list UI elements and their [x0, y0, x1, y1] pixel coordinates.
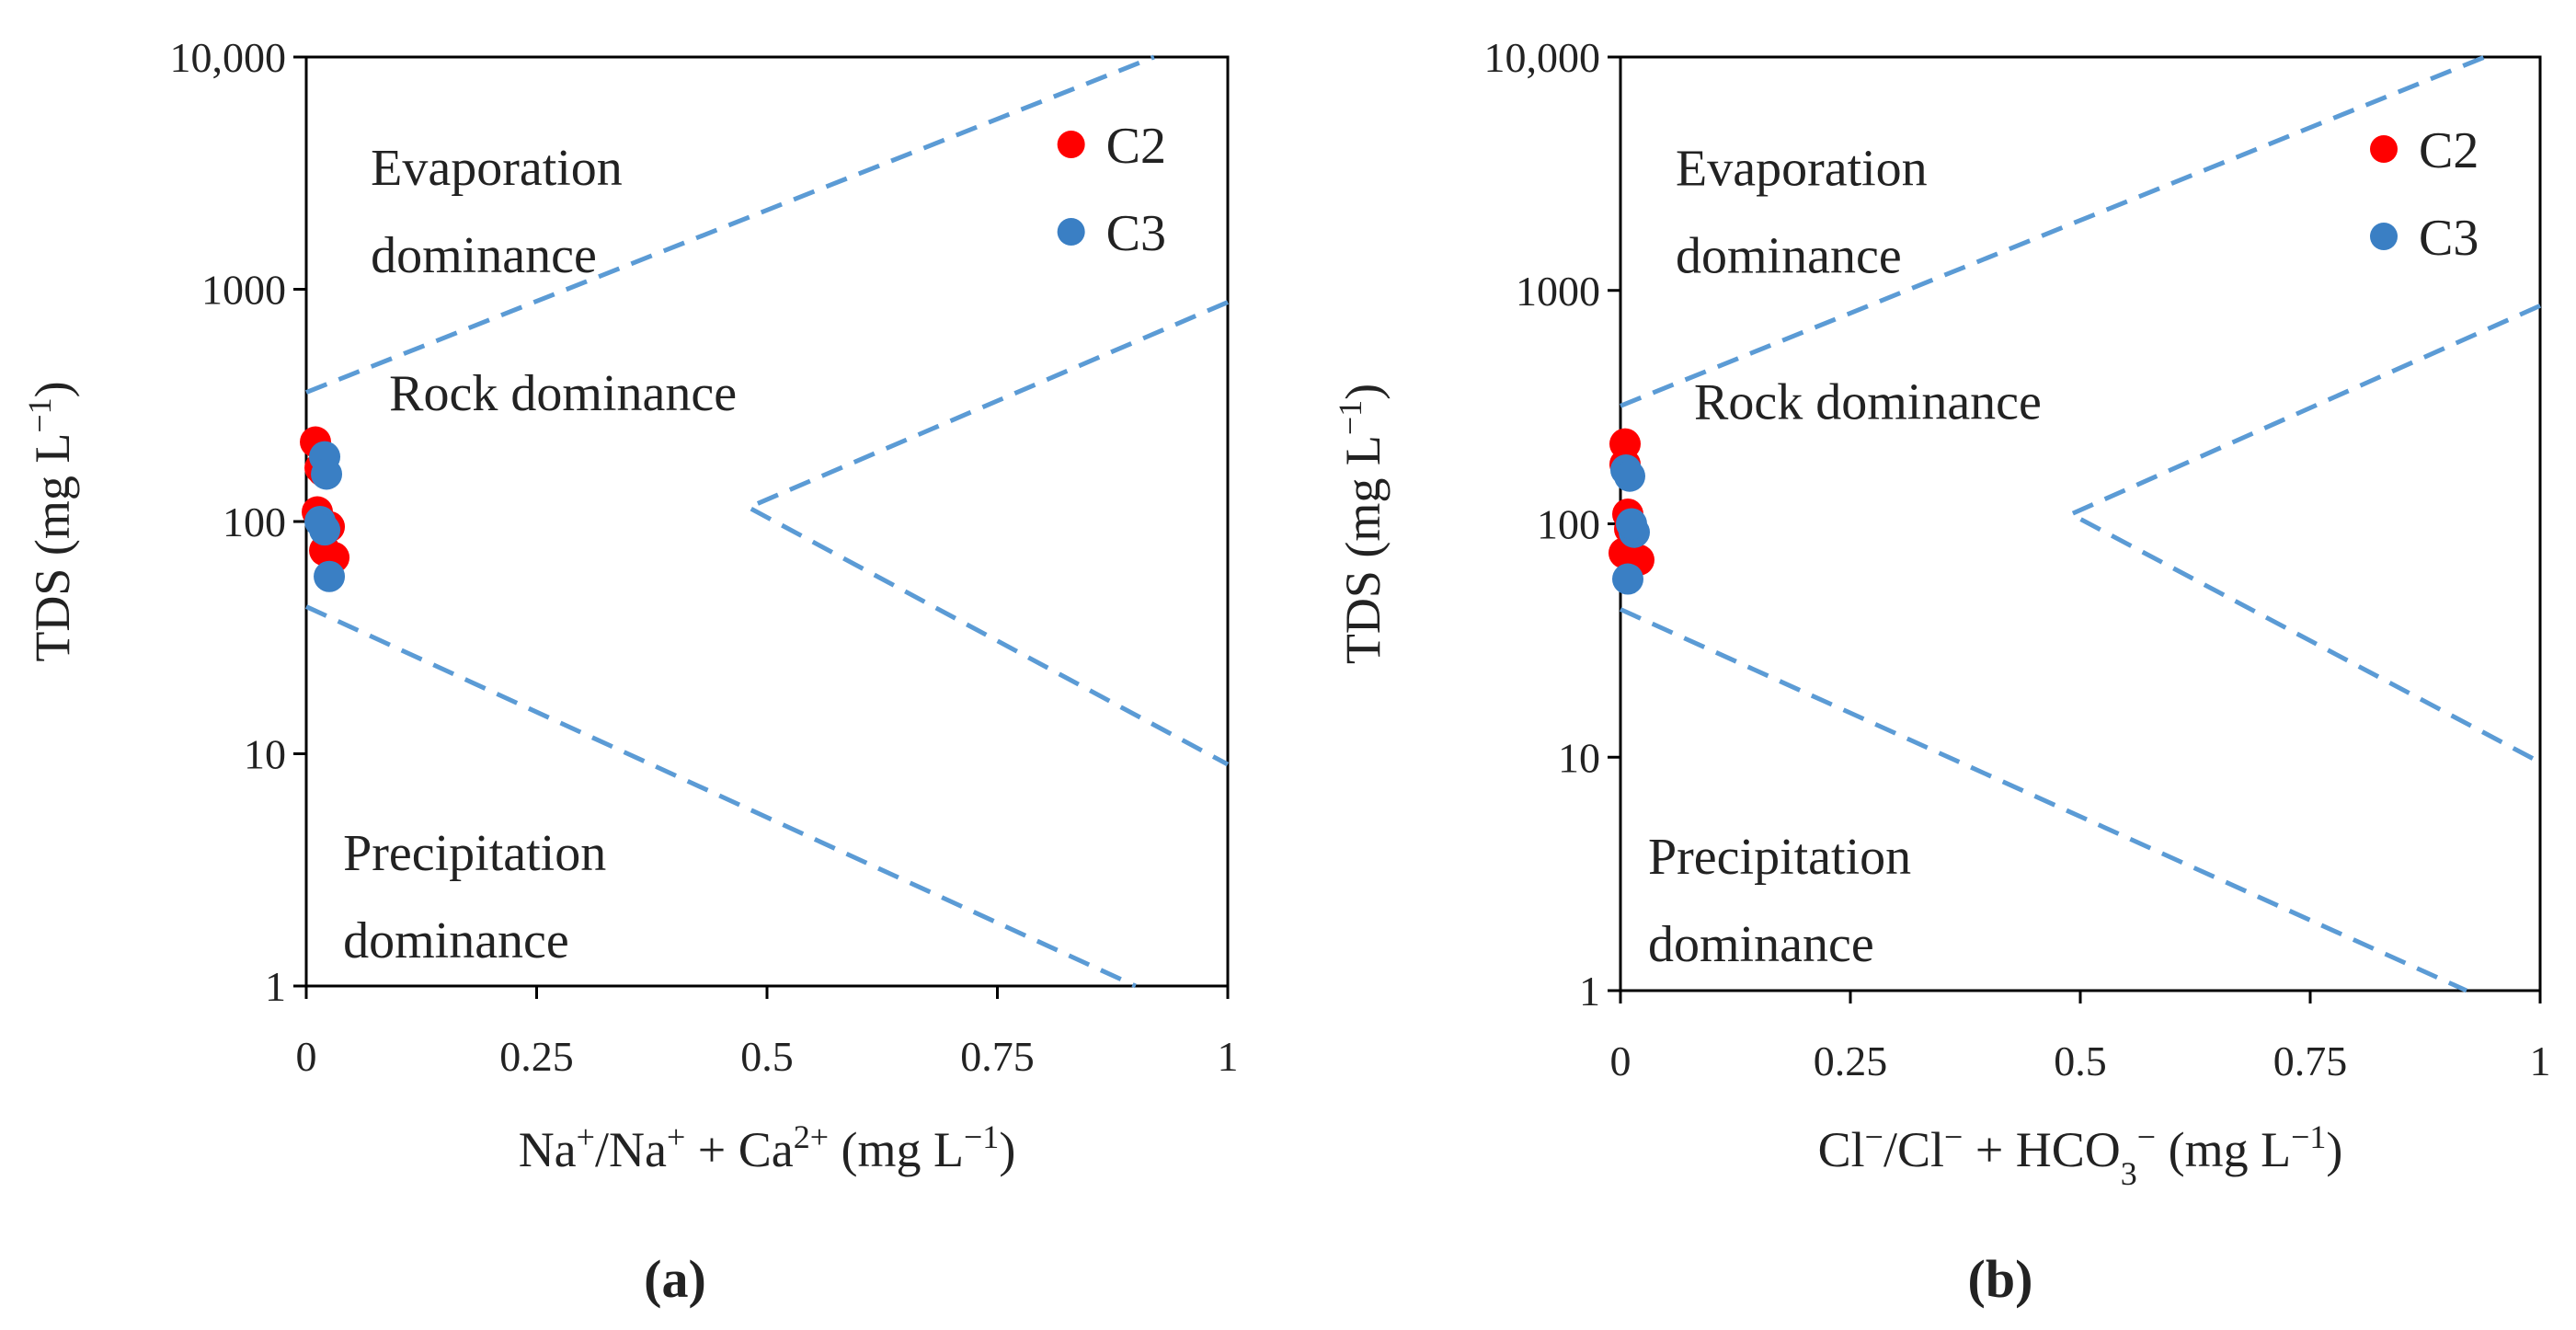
x-tick-label: 1	[1218, 1033, 1239, 1080]
panel-label: (a)	[644, 1249, 706, 1309]
region-label: Precipitation dominance	[343, 825, 606, 969]
rock-right-boundary	[743, 300, 1230, 767]
point-c3	[1616, 508, 1647, 540]
y-tick-label: 1000	[1516, 268, 1600, 315]
y-tick-label: 10	[244, 731, 286, 778]
y-tick-label: 1000	[201, 267, 286, 314]
panel-b: 1 10 100 1000 10,000 0 0.25 0.5 0.75 1 Evaporation…	[1332, 34, 2551, 1309]
point-c3	[1612, 563, 1643, 595]
region-label: Evaporation dominance	[371, 140, 623, 284]
x-tick-label: 0.75	[2273, 1038, 2348, 1084]
y-tick-label: 10,000	[1484, 34, 1601, 81]
upper-boundary	[305, 54, 1155, 395]
point-c3	[314, 560, 346, 592]
legend-label-c3: C3	[1106, 205, 1166, 262]
panel-a: 1 10 100 1000 10,000 0 0.25 0.5 0.75 1 Evaporation…	[21, 34, 1239, 1309]
legend-marker-c3	[2370, 223, 2398, 250]
legend-marker-c2	[1057, 131, 1085, 158]
y-axis-label: TDS (mg L−1)	[21, 381, 80, 661]
region-label: Precipitation dominance	[1648, 829, 1911, 973]
legend-marker-c2	[2370, 135, 2398, 163]
y-tick-label: 100	[1537, 501, 1600, 548]
x-axis-label: Cl−/Cl− + HCO3− (mg L−1)	[1818, 1118, 2343, 1192]
x-tick-label: 0.5	[740, 1033, 794, 1080]
legend-label-c2: C2	[1106, 118, 1166, 175]
x-tick-label: 0.5	[2054, 1038, 2107, 1084]
point-c3	[1614, 460, 1645, 492]
y-tick-label: 1	[1579, 968, 1600, 1015]
x-tick-label: 0.75	[960, 1033, 1035, 1080]
panel-label: (b)	[1968, 1249, 2033, 1309]
x-tick-label: 0	[1610, 1038, 1631, 1084]
legend-marker-c3	[1057, 218, 1085, 246]
y-tick-label: 1	[265, 963, 286, 1010]
rock-right-boundary	[2066, 304, 2542, 765]
region-label: Rock dominance	[1694, 373, 2042, 430]
x-tick-label: 1	[2530, 1038, 2551, 1084]
legend-label-c3: C3	[2419, 210, 2479, 267]
x-tick-label: 0.25	[499, 1033, 574, 1080]
region-label: Rock dominance	[389, 365, 737, 422]
lower-boundary	[1619, 607, 2468, 993]
y-tick-label: 10	[1558, 734, 1600, 781]
point-c3	[311, 458, 343, 490]
y-tick-label: 100	[223, 499, 286, 545]
region-label: Evaporation dominance	[1676, 141, 1928, 285]
y-axis-label: TDS (mg L−1)	[1332, 384, 1391, 664]
x-tick-label: 0	[296, 1033, 317, 1080]
upper-boundary	[1620, 54, 2486, 408]
x-axis-label: Na+/Na+ + Ca2+ (mg L−1)	[519, 1118, 1016, 1177]
x-tick-label: 0.25	[1814, 1038, 1888, 1084]
y-tick-label: 10,000	[170, 34, 287, 81]
lower-boundary	[304, 604, 1137, 989]
legend-label-c2: C2	[2419, 122, 2479, 179]
point-c3	[309, 514, 341, 546]
